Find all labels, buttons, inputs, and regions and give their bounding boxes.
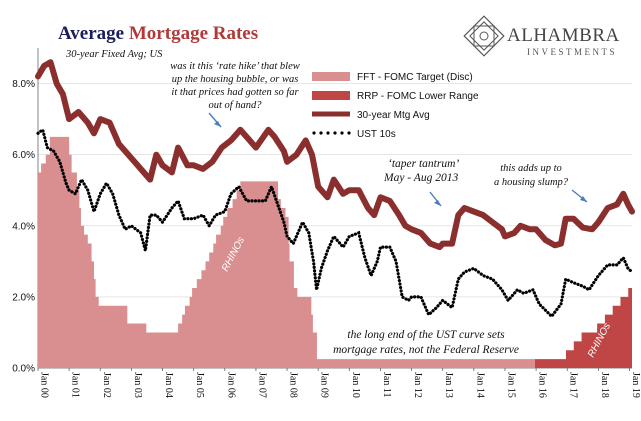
legend-label-rrp: RRP - FOMC Lower Range (357, 91, 479, 102)
ust-series (36, 127, 634, 319)
annotation-rate-hike-line3: it that prices had gotten so far (171, 87, 299, 98)
y-axis-ticks: 0.0% 2.0% 4.0% 6.0% 8.0% (12, 79, 35, 374)
x-tick-label: Jan 13 (443, 372, 454, 398)
annotation-long-end-line1: the long end of the UST curve sets (347, 329, 505, 341)
legend-item-ust: UST 10s (312, 129, 396, 140)
annotation-slump-line1: this adds up to (500, 163, 562, 174)
logo-tagline: INVESTMENTS (527, 47, 617, 57)
y-tick-label: 6.0% (12, 150, 35, 161)
annotation-rate-hike: was it this ‘rate hike’ that blew up the… (170, 61, 300, 128)
annotation-rate-hike-arrowhead (214, 121, 221, 127)
annotation-rate-hike-line1: was it this ‘rate hike’ that blew (170, 61, 300, 72)
annotation-slump-arrowhead (580, 196, 587, 202)
annotation-rate-hike-line4: out of hand? (208, 100, 262, 111)
x-tick-label: Jan 16 (537, 372, 548, 398)
x-tick-label: Jan 02 (101, 372, 112, 398)
x-tick-label: Jan 07 (256, 372, 267, 398)
annotation-taper: ‘taper tantrum’ May - Aug 2013 (383, 158, 459, 207)
annotation-long-end-line2: mortgage rates, not the Federal Reserve (333, 344, 519, 356)
chart-title-part2: Mortgage Rates (129, 23, 258, 44)
legend: FFT - FOMC Target (Disc) RRP - FOMC Lowe… (312, 72, 479, 140)
alhambra-logo: ALHAMBRA INVESTMENTS (463, 15, 620, 57)
legend-ust-dot (326, 131, 330, 135)
x-tick-label: Jan 03 (132, 372, 143, 398)
chart-title: Average Mortgage Rates (58, 23, 258, 44)
x-tick-label: Jan 18 (599, 372, 610, 398)
fft-series (38, 136, 535, 368)
annotation-rate-hike-line2: up the housing bubble, or was (172, 74, 299, 85)
annotation-long-end: the long end of the UST curve sets mortg… (333, 329, 519, 356)
legend-label-fft: FFT - FOMC Target (Disc) (357, 72, 473, 83)
x-tick-label: Jan 17 (568, 372, 579, 398)
geometric-star-logo-icon (463, 15, 505, 57)
legend-swatch-rrp (312, 91, 350, 100)
rrp-series (534, 288, 632, 368)
y-tick-label: 0.0% (12, 364, 35, 375)
x-tick-label: Jan 12 (412, 372, 423, 398)
x-axis-ticks: Jan 00 Jan 01 Jan 02 Jan 03 Jan 04 Jan 05 Jan … (37, 368, 641, 398)
chart-title-part1: Average (58, 23, 129, 44)
x-tick-label: Jan 01 (70, 372, 81, 398)
legend-label-ust: UST 10s (357, 129, 396, 140)
ust-dotted-line (36, 127, 634, 319)
x-tick-label: Jan 09 (319, 372, 330, 398)
x-tick-label: Jan 06 (225, 372, 236, 398)
annotation-slump-line2: a housing slump? (494, 177, 569, 188)
legend-item-rrp: RRP - FOMC Lower Range (312, 91, 479, 102)
legend-ust-dot (333, 131, 337, 135)
x-tick-label: Jan 10 (350, 372, 361, 398)
x-tick-label: Jan 14 (474, 372, 485, 398)
annotation-slump: this adds up to a housing slump? (494, 163, 588, 203)
legend-label-mortgage: 30-year Mtg Avg (357, 110, 430, 121)
x-tick-label: Jan 04 (163, 372, 174, 398)
legend-swatch-fft (312, 72, 350, 81)
annotation-taper-line1: ‘taper tantrum’ (388, 158, 459, 170)
annotation-taper-line2: May - Aug 2013 (383, 172, 458, 184)
y-tick-label: 8.0% (12, 79, 35, 90)
logo-name: ALHAMBRA (507, 25, 620, 46)
fft-area (38, 136, 535, 368)
chart-subtitle: 30-year Fixed Avg; US (65, 49, 163, 60)
x-tick-label: Jan 08 (288, 372, 299, 398)
annotation-taper-arrowhead (434, 200, 441, 206)
x-tick-label: Jan 05 (194, 372, 205, 398)
mortgage-series (35, 59, 635, 251)
legend-ust-dot (312, 131, 316, 135)
x-tick-label: Jan 19 (630, 372, 641, 398)
legend-swatch-ust (312, 131, 351, 135)
legend-item-fft: FFT - FOMC Target (Disc) (312, 72, 473, 83)
rrp-area (534, 288, 632, 368)
legend-item-mortgage: 30-year Mtg Avg (312, 110, 430, 121)
legend-ust-dot (340, 131, 344, 135)
x-tick-label: Jan 11 (381, 372, 392, 397)
x-tick-label: Jan 15 (505, 372, 516, 398)
legend-ust-dot (319, 131, 323, 135)
y-tick-label: 2.0% (12, 292, 35, 303)
y-tick-label: 4.0% (12, 221, 35, 232)
mortgage-line (35, 59, 635, 251)
x-tick-label: Jan 00 (39, 372, 50, 398)
legend-ust-dot (347, 131, 351, 135)
